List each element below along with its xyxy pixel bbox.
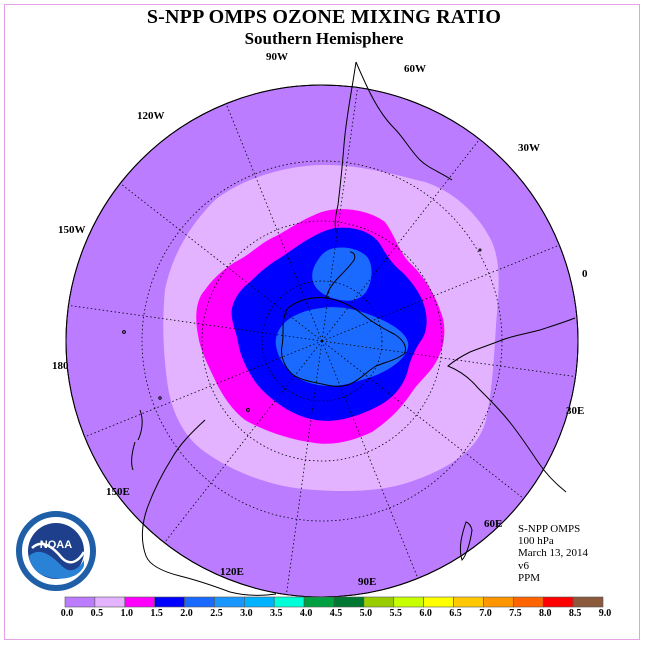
colorbar-swatch	[542, 596, 574, 608]
lon-label-150e: 150E	[106, 486, 130, 498]
meridian-line	[285, 340, 323, 595]
colorbar-tick-label: 1.5	[150, 608, 163, 619]
colorbar-swatch	[393, 596, 424, 608]
noaa-logo: NOAA	[15, 510, 97, 592]
colorbar	[64, 596, 604, 608]
logo-text: NOAA	[40, 539, 72, 551]
colorbar-tick-label: 1.0	[120, 608, 134, 619]
colorbar-tick-label: 7.5	[509, 608, 522, 619]
lon-label-60e: 60E	[484, 518, 503, 530]
meridian-line	[321, 139, 480, 342]
logo-wave	[29, 551, 84, 579]
colorbar-tick-label: 5.5	[389, 608, 403, 619]
madagascar-coast	[459, 521, 473, 561]
lon-label-60w: 60W	[404, 63, 426, 75]
colorbar-tick-label: 0.5	[90, 608, 104, 619]
info-date: March 13, 2014	[518, 547, 588, 560]
colorbar-swatch	[483, 596, 514, 608]
colorbar-tick-label: 8.5	[568, 608, 582, 619]
info-block: S-NPP OMPS 100 hPa March 13, 2014 v6 PPM	[518, 523, 588, 584]
colorbar-tick-label: 4.5	[329, 608, 343, 619]
africa-coast	[447, 317, 576, 493]
colorbar-swatch	[184, 596, 215, 608]
colorbar-tick-label: 7.0	[479, 608, 492, 619]
logo-gull	[31, 542, 86, 564]
lon-label-90w: 90W	[266, 51, 288, 63]
chart-subtitle: Southern Hemisphere	[244, 29, 404, 48]
meridian-line	[321, 87, 359, 342]
lon-label-120e: 120E	[220, 566, 244, 578]
new-zealand-coast	[131, 409, 143, 471]
lon-label-120w: 120W	[137, 110, 165, 122]
coastlines	[122, 61, 576, 596]
south-america-coast	[334, 61, 453, 233]
meridian-line	[68, 304, 323, 342]
colorbar-swatch	[214, 596, 245, 608]
colorbar-swatch	[94, 596, 126, 608]
lon-label-150w: 150W	[58, 224, 86, 236]
info-instrument: S-NPP OMPS	[518, 523, 581, 535]
colorbar-swatch	[273, 596, 305, 608]
graticule	[68, 87, 576, 595]
meridian-line	[321, 340, 576, 378]
antarctic-peninsula	[325, 251, 356, 299]
australia-coast	[141, 419, 277, 596]
lon-label-30w: 30W	[518, 142, 540, 154]
chart-title: S-NPP OMPS OZONE MIXING RATIO	[146, 6, 502, 28]
colorbar-swatch	[154, 596, 185, 608]
info-version: v6	[518, 559, 529, 572]
meridian-line	[225, 103, 323, 342]
colorbar-tick-label: 6.5	[449, 608, 462, 619]
colorbar-swatch	[303, 596, 335, 608]
colorbar-tick-label: 3.5	[269, 608, 283, 619]
colorbar-swatch	[453, 596, 484, 608]
colorbar-tick-label: 2.0	[180, 608, 193, 619]
colorbar-swatch	[244, 596, 275, 608]
colorbar-tick-label: 9.0	[598, 608, 612, 619]
colorbar-tick-label: 8.0	[538, 608, 552, 619]
figure-frame	[4, 4, 640, 640]
info-level: 100 hPa	[518, 535, 554, 548]
lon-label-30e: 30E	[566, 405, 585, 417]
colorbar-swatch	[513, 596, 544, 608]
meridian-line	[84, 340, 323, 438]
colorbar-swatch	[423, 596, 454, 608]
lon-label-0: 0	[582, 268, 588, 280]
meridian-line	[321, 340, 524, 499]
latitude-circle	[141, 160, 503, 522]
latitude-circle	[201, 220, 443, 462]
colorbar-swatch	[124, 596, 155, 608]
antarctica-coast	[281, 297, 407, 387]
colorbar-tick-label: 0.0	[60, 608, 74, 619]
colorbar-tick-label: 2.5	[210, 608, 223, 619]
lon-label-90e: 90E	[358, 576, 377, 588]
meridian-line	[120, 183, 323, 342]
colorbar-tick-label: 4.0	[299, 608, 313, 619]
meridian-line	[321, 340, 419, 579]
colorbar-swatch	[363, 596, 395, 608]
lon-label-180: 180	[52, 360, 69, 372]
colorbar-swatch	[572, 596, 604, 608]
colorbar-tick-label: 5.0	[359, 608, 373, 619]
logo-ring	[16, 511, 96, 591]
info-units: PPM	[518, 571, 541, 584]
meridian-line	[164, 340, 323, 543]
latitude-circle	[261, 280, 383, 402]
colorbar-swatch	[64, 596, 96, 608]
colorbar-tick-label: 6.0	[419, 608, 432, 619]
colorbar-tick-label: 3.0	[240, 608, 253, 619]
meridian-line	[321, 244, 560, 342]
colorbar-swatch	[333, 596, 365, 608]
